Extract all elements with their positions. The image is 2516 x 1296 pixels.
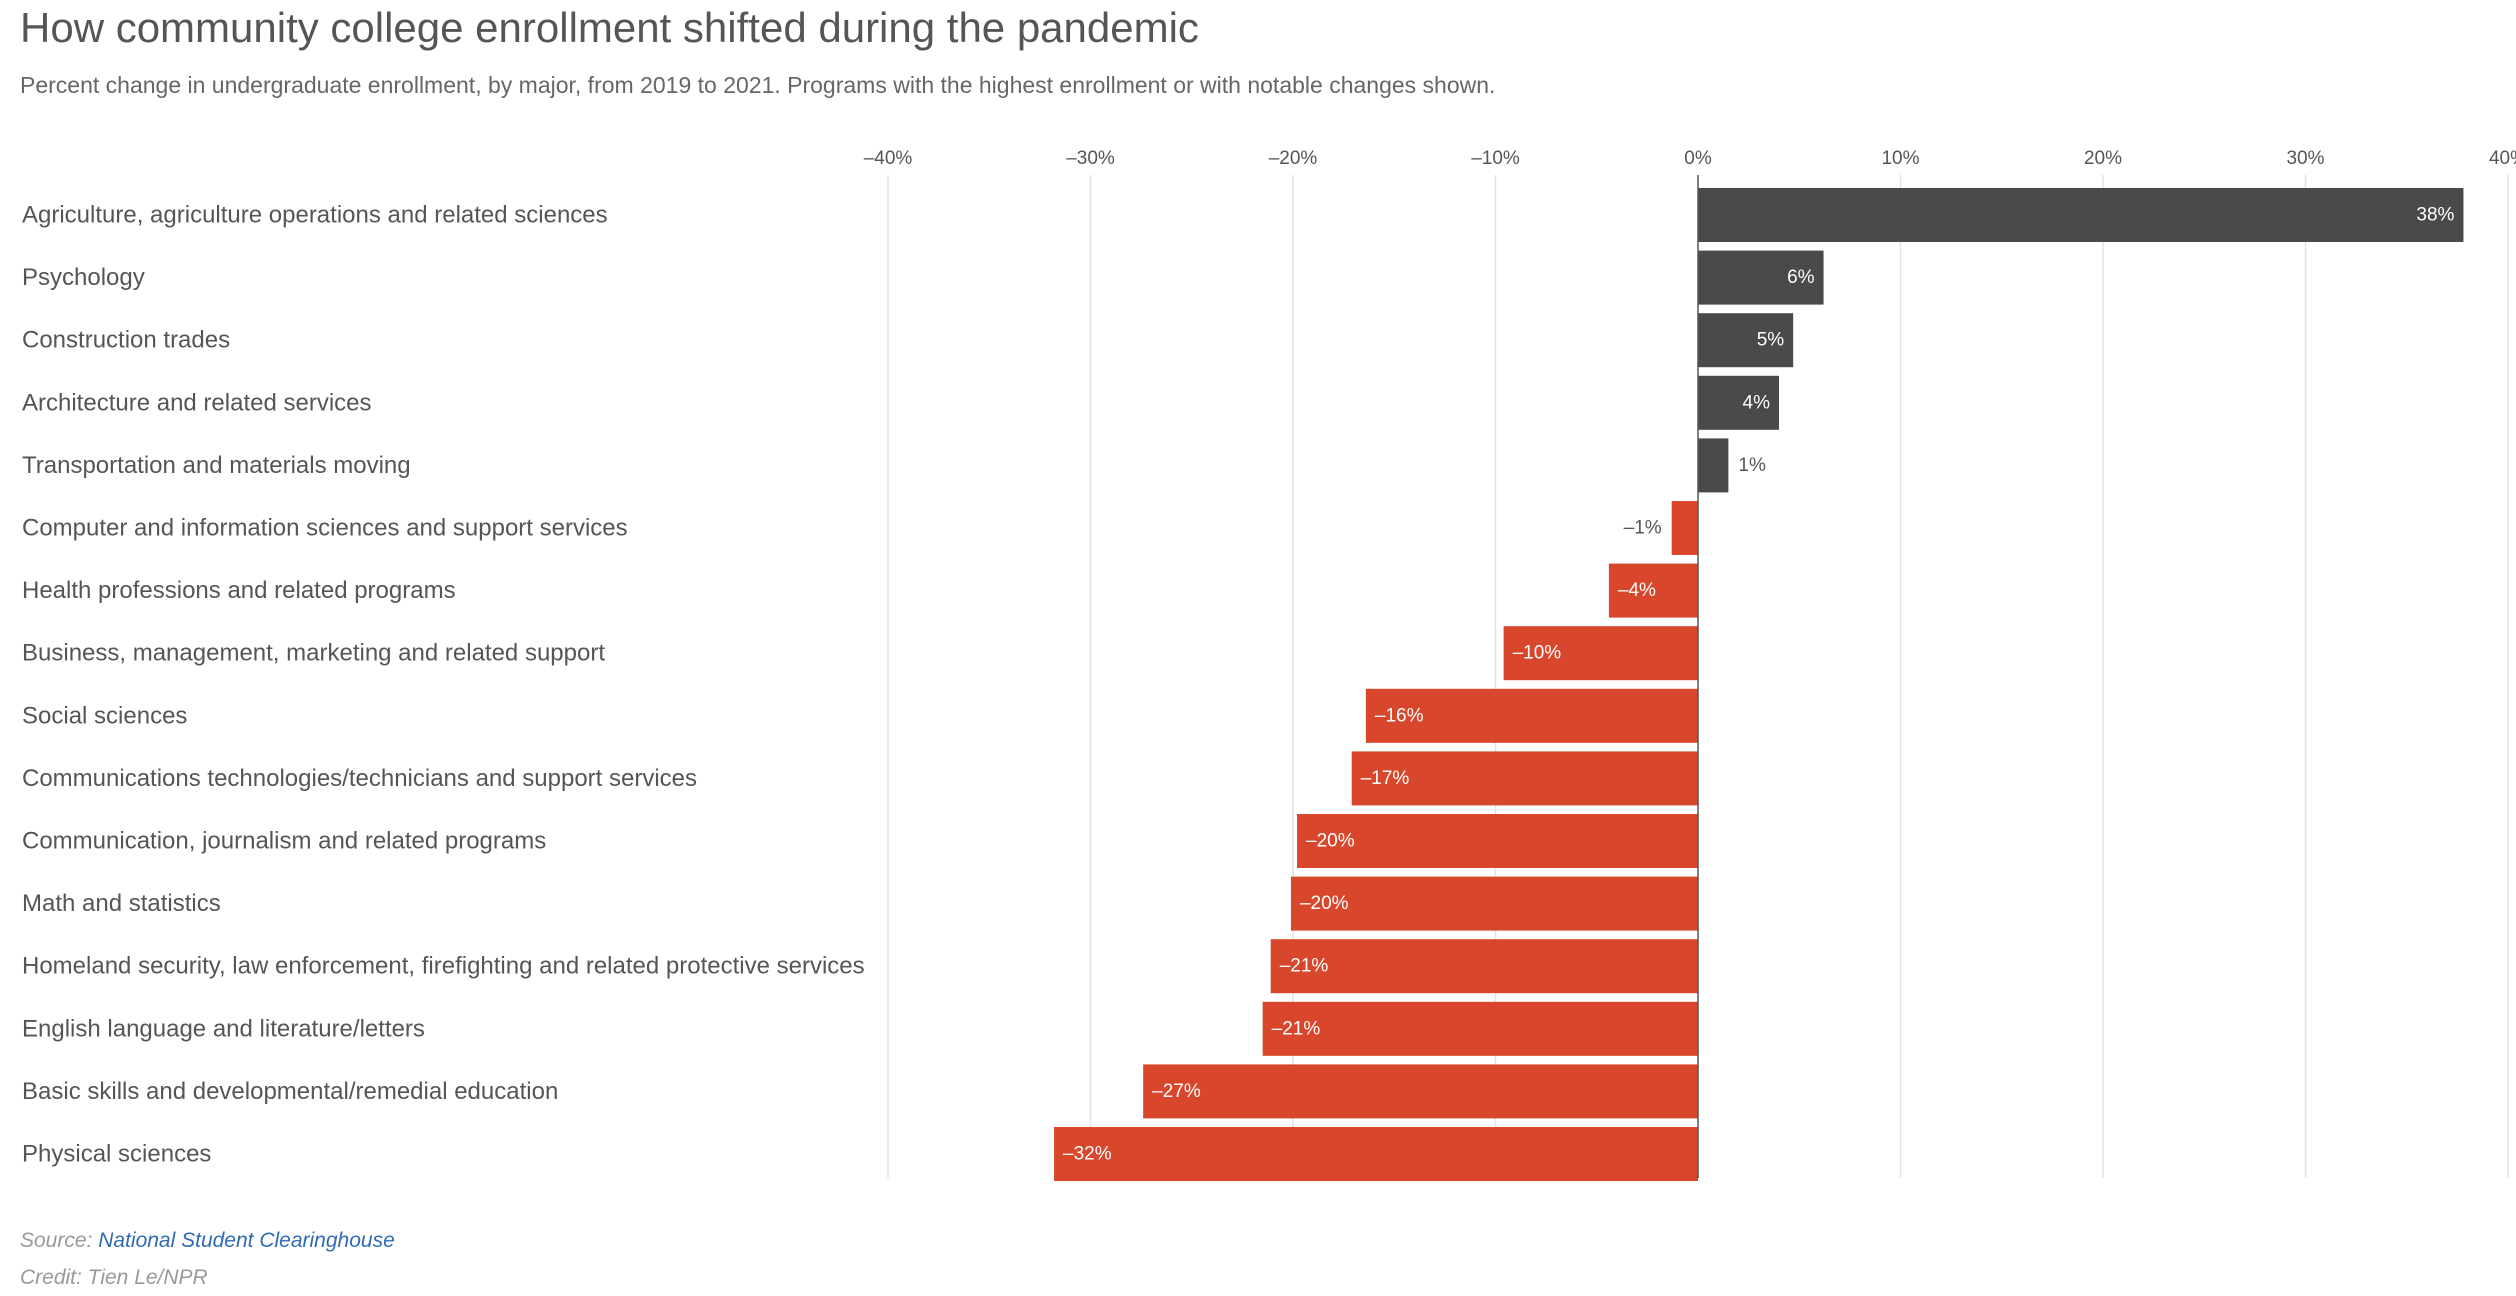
chart-title: How community college enrollment shifted…: [20, 4, 1199, 51]
data-label: –21%: [1280, 956, 1329, 977]
bar: [1671, 501, 1698, 555]
category-label: Business, management, marketing and rela…: [22, 640, 605, 667]
x-tick-label: 0%: [1684, 148, 1712, 169]
category-label: Computer and information sciences and su…: [22, 515, 628, 542]
bar: [1270, 939, 1698, 994]
x-tick-label: –20%: [1269, 148, 1318, 169]
category-label: Physical sciences: [22, 1141, 211, 1168]
category-label: Psychology: [22, 264, 145, 291]
bar: [1608, 563, 1698, 618]
data-label: –1%: [1624, 518, 1662, 539]
data-label: 38%: [2416, 205, 2454, 226]
data-label: –32%: [1063, 1144, 1112, 1165]
category-label: Architecture and related services: [22, 389, 372, 416]
category-labels: Agriculture, agriculture operations and …: [22, 202, 865, 1168]
chart-subtitle: Percent change in undergraduate enrollme…: [20, 72, 1496, 98]
x-axis-ticks: –40% –30% –20% –10% 0% 10% 20% 30% 40%: [864, 148, 2516, 169]
data-label: –20%: [1306, 831, 1355, 852]
data-label: –4%: [1618, 580, 1656, 601]
source-line: Source: National Student Clearinghouse: [20, 1222, 395, 1259]
x-tick-label: 10%: [1881, 148, 1919, 169]
x-tick-label: –30%: [1066, 148, 1115, 169]
category-label: Construction trades: [22, 327, 230, 354]
category-label: Agriculture, agriculture operations and …: [22, 202, 608, 229]
bar: [1351, 751, 1698, 806]
data-label: –27%: [1152, 1081, 1201, 1102]
category-label: Communications technologies/technicians …: [22, 765, 697, 792]
source-link[interactable]: National Student Clearinghouse: [98, 1229, 395, 1252]
data-label: 6%: [1787, 267, 1815, 288]
bar: [1365, 688, 1698, 743]
credit-line: Credit: Tien Le/NPR: [20, 1266, 208, 1289]
bar: [1054, 1127, 1698, 1181]
bar: [1698, 250, 1824, 305]
x-tick-label: 40%: [2489, 148, 2516, 169]
category-label: Math and statistics: [22, 890, 221, 917]
bar: [1297, 814, 1698, 868]
data-label: –21%: [1272, 1018, 1321, 1039]
data-labels: 38% 6% 5% 4% 1% –1% –4% –10% –16% –17% –20% –20% –21…: [1063, 205, 2455, 1165]
bar: [1698, 188, 2464, 242]
category-label: Basic skills and developmental/remedial …: [22, 1078, 558, 1105]
x-tick-label: –40%: [864, 148, 913, 169]
x-tick-label: 20%: [2084, 148, 2122, 169]
source-prefix: Source:: [20, 1229, 99, 1252]
bar-chart: –40% –30% –20% –10% 0% 10% 20% 30% 40% Agricultu…: [22, 148, 2516, 1181]
category-label: Transportation and materials moving: [22, 452, 411, 479]
category-label: Homeland security, law enforcement, fire…: [22, 953, 865, 980]
category-label: Social sciences: [22, 702, 187, 729]
bar: [1143, 1064, 1698, 1119]
data-label: –16%: [1375, 705, 1424, 726]
bar: [1698, 375, 1779, 430]
category-label: Health professions and related programs: [22, 577, 456, 604]
bar: [1503, 626, 1698, 681]
data-label: 1%: [1738, 455, 1766, 476]
bars: [1054, 188, 2464, 1181]
data-label: –17%: [1361, 768, 1410, 789]
bar: [1290, 876, 1698, 931]
data-label: –10%: [1513, 643, 1562, 664]
category-label: Communication, journalism and related pr…: [22, 828, 546, 855]
data-label: 4%: [1743, 392, 1771, 413]
x-tick-label: –10%: [1471, 148, 1520, 169]
bar: [1698, 438, 1729, 493]
bar: [1698, 313, 1794, 368]
x-tick-label: 30%: [2286, 148, 2324, 169]
data-label: 5%: [1757, 330, 1785, 351]
chart-footer: Source: National Student Clearinghouse C…: [20, 1222, 395, 1296]
bar: [1262, 1001, 1698, 1056]
data-label: –20%: [1300, 893, 1349, 914]
category-label: English language and literature/letters: [22, 1015, 425, 1042]
